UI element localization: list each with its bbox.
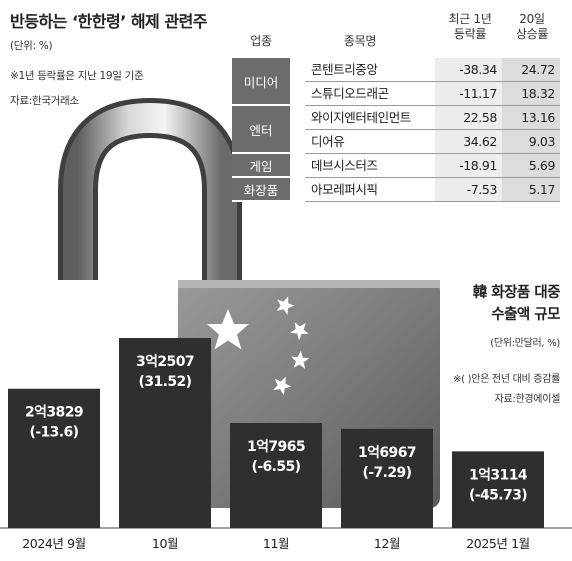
sector-media: 미디어 xyxy=(232,58,290,106)
bar-growth-label: (-45.73) xyxy=(469,487,527,503)
header-name: 종목명 xyxy=(343,34,377,48)
change-1y: 34.62 xyxy=(435,130,502,154)
table-unit: (단위: %) xyxy=(10,40,53,52)
stock-name: 콘텐트리중앙 xyxy=(305,58,435,82)
bar-value-label: 1억7965 xyxy=(247,439,305,455)
stock-name: 와이지엔터테인먼트 xyxy=(305,106,435,130)
header-sector: 업종 xyxy=(250,34,272,48)
change-20d: 13.16 xyxy=(502,106,560,130)
bar-value-label: 2억3829 xyxy=(25,405,83,421)
table-footnote: ※1년 등락률은 지난 19일 기준 xyxy=(10,70,144,82)
x-tick-label: 2025년 1월 xyxy=(466,536,530,551)
x-tick-label: 2024년 9월 xyxy=(22,536,86,551)
change-20d: 24.72 xyxy=(502,58,560,82)
bar-value-label: 1억6967 xyxy=(358,445,416,461)
change-1y: -38.34 xyxy=(435,58,502,82)
change-1y: -11.17 xyxy=(435,82,502,106)
change-20d: 9.03 xyxy=(502,130,560,154)
stock-name: 데브시스터즈 xyxy=(305,154,435,178)
chart-bar xyxy=(452,451,544,528)
bar-growth-label: (-7.29) xyxy=(363,465,412,481)
sector-entertainment: 엔터 xyxy=(232,106,290,154)
chart-unit: (단위:만달러, %) xyxy=(490,338,560,349)
change-1y: -7.53 xyxy=(435,178,502,202)
page-title: 반등하는 ‘한한령’ 해제 관련주 xyxy=(10,12,208,31)
change-20d: 18.32 xyxy=(502,82,560,106)
change-1y: -18.91 xyxy=(435,154,502,178)
change-1y: 22.58 xyxy=(435,106,502,130)
stock-name: 스튜디오드래곤 xyxy=(305,82,435,106)
sector-game: 게임 xyxy=(232,154,290,178)
x-tick-label: 10월 xyxy=(152,536,178,551)
chart-note: ※( )안은 전년 대비 증감률 xyxy=(453,374,560,385)
bar-value-label: 3억2507 xyxy=(136,354,194,370)
stock-name: 아모레퍼시픽 xyxy=(305,178,435,202)
x-tick-label: 11월 xyxy=(263,536,289,551)
stock-name: 디어유 xyxy=(305,130,435,154)
sector-cosmetics: 화장품 xyxy=(232,178,290,202)
chart-source: 자료:한경에이셀 xyxy=(494,394,561,405)
header-change-20d: 20일 상승률 xyxy=(515,12,549,41)
bar-growth-label: (31.52) xyxy=(139,374,192,390)
chart-title: 韓 화장품 대중 수출액 규모 xyxy=(472,285,561,323)
bar-growth-label: (-6.55) xyxy=(252,459,301,475)
chart-bar xyxy=(341,428,433,528)
chart-bar xyxy=(230,422,322,528)
change-20d: 5.69 xyxy=(502,154,560,178)
bar-value-label: 1억3114 xyxy=(469,467,528,483)
bar-growth-label: (-13.6) xyxy=(30,425,79,441)
chart-bar xyxy=(119,338,211,528)
x-tick-label: 12월 xyxy=(374,536,400,551)
header-change-1y: 최근 1년 등락률 xyxy=(448,12,492,41)
table-source: 자료:한국거래소 xyxy=(10,95,79,107)
chart-bar xyxy=(8,388,100,528)
change-20d: 5.17 xyxy=(502,178,560,202)
